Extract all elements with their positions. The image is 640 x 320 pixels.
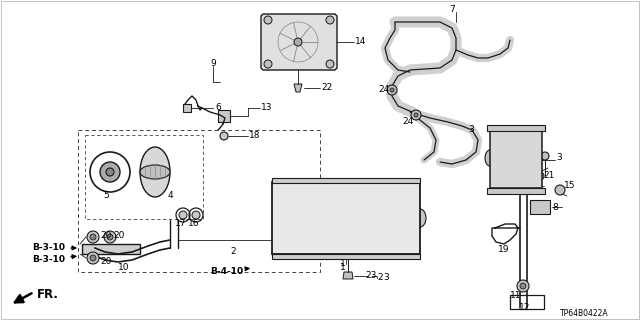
Text: 4: 4 [168, 190, 173, 199]
Polygon shape [294, 84, 302, 92]
Text: 6: 6 [215, 103, 221, 113]
Text: 17: 17 [175, 220, 186, 228]
Ellipse shape [140, 165, 170, 179]
Bar [78, 130, 320, 272]
Circle shape [326, 60, 334, 68]
Text: 10: 10 [118, 263, 129, 273]
Text: 16: 16 [188, 220, 200, 228]
Circle shape [220, 132, 228, 140]
Circle shape [264, 60, 272, 68]
Text: 22: 22 [321, 84, 332, 92]
Bar [183, 104, 191, 112]
Text: 15: 15 [564, 180, 575, 189]
Circle shape [100, 162, 120, 182]
Text: B-4-10: B-4-10 [210, 268, 243, 276]
Bar [510, 295, 544, 309]
Text: $\neg$23: $\neg$23 [370, 270, 390, 282]
Circle shape [264, 16, 272, 24]
Bar [272, 182, 420, 254]
Text: 14: 14 [355, 37, 366, 46]
Text: 3: 3 [556, 154, 562, 163]
Text: 12: 12 [519, 303, 531, 313]
Text: 18: 18 [249, 132, 260, 140]
Text: B-3-10: B-3-10 [32, 255, 65, 265]
Circle shape [555, 185, 565, 195]
Bar [487, 188, 545, 194]
Circle shape [107, 234, 113, 240]
Text: 23: 23 [365, 271, 376, 281]
Text: 1: 1 [340, 263, 346, 273]
Text: 9: 9 [210, 60, 216, 68]
Text: 24: 24 [378, 85, 389, 94]
Circle shape [106, 168, 114, 176]
Text: B-3-10: B-3-10 [32, 243, 65, 252]
Circle shape [390, 88, 394, 92]
Circle shape [541, 152, 549, 160]
Ellipse shape [485, 150, 495, 166]
Text: 11: 11 [510, 291, 522, 300]
Text: 20: 20 [100, 230, 111, 239]
Circle shape [192, 211, 200, 219]
Circle shape [87, 231, 99, 243]
Bar [487, 125, 545, 131]
Circle shape [179, 211, 187, 219]
Ellipse shape [414, 209, 426, 227]
Circle shape [87, 252, 99, 264]
Text: 13: 13 [261, 103, 273, 113]
Circle shape [411, 110, 421, 120]
Bar [218, 110, 230, 122]
Bar [82, 244, 140, 254]
Circle shape [517, 280, 529, 292]
Polygon shape [343, 272, 353, 279]
Text: 20: 20 [100, 257, 111, 266]
Text: TP64B0422A: TP64B0422A [560, 309, 609, 318]
Ellipse shape [140, 147, 170, 197]
Circle shape [536, 172, 544, 180]
Text: 21: 21 [543, 172, 554, 180]
Text: FR.: FR. [37, 287, 59, 300]
Text: 2: 2 [230, 247, 236, 257]
Circle shape [387, 85, 397, 95]
Bar [490, 128, 542, 188]
Circle shape [326, 16, 334, 24]
Circle shape [90, 234, 96, 240]
Circle shape [294, 38, 302, 46]
Circle shape [520, 283, 526, 289]
Circle shape [104, 231, 116, 243]
Bar [85, 135, 203, 219]
Circle shape [90, 255, 96, 261]
Text: 19: 19 [498, 245, 509, 254]
Bar [272, 254, 420, 259]
Circle shape [414, 113, 418, 117]
Text: 3: 3 [468, 125, 474, 134]
Text: 7: 7 [449, 5, 455, 14]
Polygon shape [261, 14, 337, 70]
Text: 20: 20 [113, 230, 124, 239]
Bar [530, 200, 550, 214]
Text: 8: 8 [552, 203, 557, 212]
Text: 5: 5 [103, 190, 109, 199]
Text: 1: 1 [340, 259, 346, 268]
Text: 24: 24 [402, 117, 413, 126]
Bar [272, 178, 420, 183]
